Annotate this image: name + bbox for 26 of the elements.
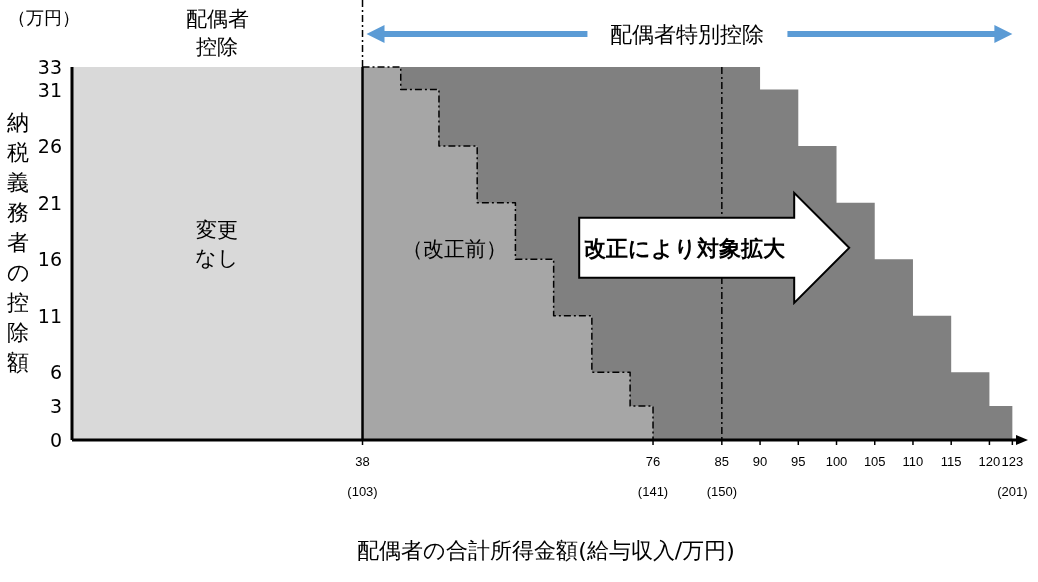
text: 配偶者特別控除 — [610, 22, 765, 47]
y-tick-label: 26 — [37, 135, 62, 158]
x-axis-title: 配偶者の合計所得金額(給与収入/万円) — [357, 538, 735, 563]
text: 納税義務者の控除額 — [6, 110, 30, 375]
text: 配偶者控除 — [185, 7, 249, 59]
y-tick-label: 33 — [37, 56, 62, 78]
y-tick-label: 3 — [49, 395, 62, 418]
y-tick-label: 21 — [37, 191, 62, 214]
x-tick-label: 76 (141) — [637, 454, 669, 499]
x-tick-label: 105 — [863, 454, 886, 469]
y-tick-label: 11 — [37, 304, 62, 327]
x-tick-label: 115 — [940, 454, 962, 469]
annotation: 改正により対象拡大 — [583, 235, 786, 261]
x-tick-label: 38 (103) — [347, 454, 378, 499]
text: （万円） — [8, 7, 80, 28]
x-tick-label: 90 — [752, 454, 768, 469]
x-tick-label: 85 (150) — [706, 454, 738, 499]
x-tick-label: 110 — [902, 454, 924, 469]
y-tick-label: 16 — [37, 248, 62, 271]
x-tick-label: 95 — [791, 454, 806, 469]
annotation: 変更なし — [195, 217, 240, 270]
x-tick-label: 100 — [825, 454, 848, 469]
y-tick-label: 0 — [49, 429, 62, 451]
annotation: （改正前） — [401, 236, 507, 261]
y-tick-label: 6 — [49, 361, 62, 384]
y-tick-label: 31 — [37, 78, 62, 101]
